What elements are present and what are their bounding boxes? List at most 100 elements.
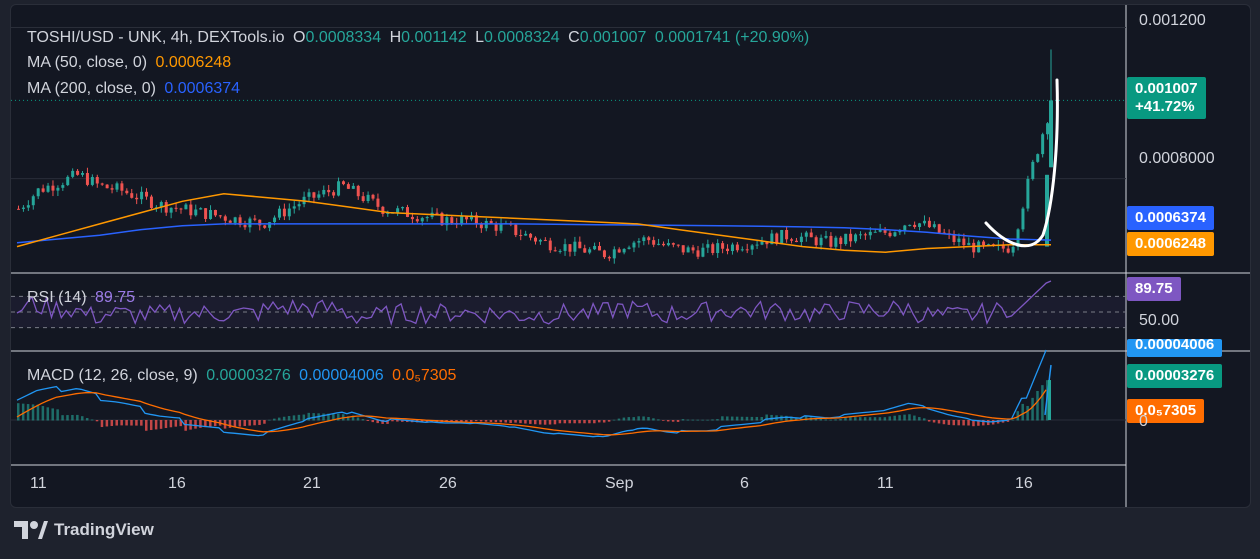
macd-histogram-bar xyxy=(120,420,123,426)
macd-histogram-bar xyxy=(573,420,576,424)
macd-histogram-bar xyxy=(140,420,143,426)
candle-body xyxy=(233,217,237,223)
macd-histogram-bar xyxy=(538,420,542,425)
macd-histogram-bar xyxy=(863,417,867,421)
candle-body xyxy=(1046,123,1050,135)
macd-legend[interactable]: MACD (12, 26, close, 9) 0.00003276 0.000… xyxy=(27,367,460,385)
macd-histogram-bar xyxy=(657,419,660,421)
macd-histogram-bar xyxy=(194,420,197,429)
macd-histogram-bar xyxy=(785,415,788,421)
macd-line-legend: 0.00004006 xyxy=(299,367,384,384)
symbol-title[interactable]: TOSHI/USD - UNK, 4h, DEXTools.io xyxy=(27,29,285,46)
macd-histogram-bar xyxy=(81,416,84,421)
macd-axis-zero: 0 xyxy=(1139,413,1148,430)
candle-body xyxy=(135,197,139,200)
macd-histogram-bar xyxy=(337,413,340,421)
candle-body xyxy=(213,209,217,216)
macd-histogram-bar xyxy=(174,420,178,427)
candle-body xyxy=(36,188,40,197)
macd-histogram-bar xyxy=(130,420,133,426)
candle-body xyxy=(1031,161,1035,179)
macd-histogram-bar xyxy=(740,416,744,421)
candle-body xyxy=(657,243,661,245)
macd-histogram-bar xyxy=(149,420,153,431)
macd-histogram-bar xyxy=(366,420,370,421)
candle-body xyxy=(962,238,966,246)
candle-body xyxy=(883,229,887,233)
macd-histogram-bar xyxy=(962,420,965,426)
candle-body xyxy=(1026,178,1030,209)
macd-tag: 0.00003276 xyxy=(1127,364,1223,388)
candle-body xyxy=(681,245,685,253)
candle-body xyxy=(435,212,439,214)
candle-body xyxy=(21,207,25,209)
candle-body xyxy=(913,224,917,228)
candle-body xyxy=(627,247,631,249)
macd-histogram-bar xyxy=(51,408,54,421)
candle-body xyxy=(878,229,882,232)
macd-histogram-bar xyxy=(184,420,187,431)
rsi-legend[interactable]: RSI (14) 89.75 xyxy=(27,289,139,307)
candle-body xyxy=(558,250,562,252)
macd-histogram-bar xyxy=(396,420,399,422)
candle-body xyxy=(982,241,986,246)
macd-histogram-bar xyxy=(593,420,596,424)
macd-histogram-bar xyxy=(735,416,739,421)
ma50-line xyxy=(16,192,1051,253)
candle-body xyxy=(199,208,203,210)
chart-canvas[interactable] xyxy=(11,5,1250,507)
ma200-legend[interactable]: MA (200, close, 0) 0.0006374 xyxy=(27,80,244,98)
ma50-legend[interactable]: MA (50, close, 0) 0.0006248 xyxy=(27,54,235,72)
tradingview-brand[interactable]: TradingView xyxy=(14,520,154,540)
macd-histogram-bar xyxy=(947,420,951,425)
macd-histogram-bar xyxy=(1011,419,1015,421)
candle-body xyxy=(553,250,557,252)
x-tick-label: 6 xyxy=(740,475,749,492)
candle-body xyxy=(90,177,94,185)
macd-histogram-bar xyxy=(942,420,946,425)
candle-body xyxy=(809,232,813,238)
low-label: L xyxy=(475,29,485,46)
x-tick-label: 26 xyxy=(439,475,457,492)
macd-histogram-bar xyxy=(489,420,493,422)
candle-body xyxy=(76,170,80,175)
candle-body xyxy=(105,184,109,189)
macd-histogram-bar xyxy=(898,415,901,421)
macd-histogram-bar xyxy=(598,420,601,423)
x-tick-label: 11 xyxy=(877,475,894,492)
price-legend: TOSHI/USD - UNK, 4h, DEXTools.io O0.0008… xyxy=(27,29,813,47)
macd-histogram-bar xyxy=(484,420,488,422)
macd-histogram-bar xyxy=(893,415,896,421)
macd-histogram-bar xyxy=(213,420,217,427)
x-axis[interactable]: 11 16 21 26 Sep 6 11 16 xyxy=(11,475,1126,505)
macd-histogram-bar xyxy=(90,419,94,421)
macd-histogram-bar xyxy=(228,420,232,428)
candle-body xyxy=(287,208,291,217)
candle-body xyxy=(396,208,400,213)
candle-body xyxy=(666,243,670,246)
macd-histogram-bar xyxy=(263,420,266,424)
macd-histogram-bar xyxy=(922,418,926,421)
macd-histogram-bar xyxy=(721,416,724,421)
candle-body xyxy=(376,198,380,207)
candle-body xyxy=(937,224,941,233)
close-value: 0.001007 xyxy=(579,29,647,46)
macd-histogram-bar xyxy=(327,413,330,421)
candle-body xyxy=(145,191,149,197)
candle-body xyxy=(652,240,656,245)
macd-histogram-bar xyxy=(534,420,537,425)
macd-histogram-bar xyxy=(248,420,251,426)
candle-body xyxy=(1021,208,1025,230)
macd-histogram-bar xyxy=(908,414,911,421)
macd-histogram-bar xyxy=(652,418,655,421)
candle-body xyxy=(341,181,345,185)
candle-body xyxy=(243,225,247,228)
macd-histogram-bar xyxy=(125,420,128,426)
macd-histogram-bar xyxy=(115,420,118,426)
macd-histogram-bar xyxy=(878,417,882,421)
candle-body xyxy=(967,242,971,246)
candle-body xyxy=(873,231,877,233)
candle-body xyxy=(169,207,173,213)
candle-body xyxy=(691,247,695,251)
candle-body xyxy=(66,176,70,186)
